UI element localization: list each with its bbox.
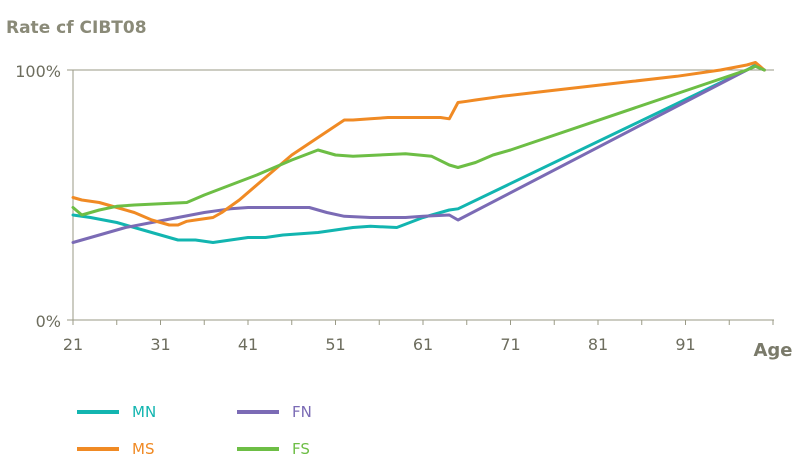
x-tick-label: 51 [325,335,345,354]
x-tick-label: 41 [238,335,258,354]
x-tick-labels: 21 31 41 51 61 71 81 91 [63,335,696,354]
series-line-ms [71,61,766,227]
legend-label-fn: FN [292,403,312,421]
x-tick-label: 31 [150,335,170,354]
y-axis-title: Rate cf CIBT08 [6,18,147,38]
legend-label-mn: MN [132,403,156,421]
legend-label-ms: MS [132,440,154,457]
y-tick-label-100: 100% [15,62,61,81]
series-line-fs [71,64,766,217]
x-tick-label: 71 [500,335,520,354]
x-tick-label: 61 [413,335,433,354]
x-axis-title: Age [753,340,792,361]
x-tick-label: 91 [675,335,695,354]
legend-label-fs: FS [292,440,310,457]
y-tick-label-0: 0% [36,312,61,331]
series-lines [71,61,766,244]
x-tick-label: 81 [588,335,608,354]
x-tick-label: 21 [63,335,83,354]
legend: MN FN MS FS [77,403,312,457]
x-ticks [72,320,774,325]
series-line-mn [71,63,766,244]
